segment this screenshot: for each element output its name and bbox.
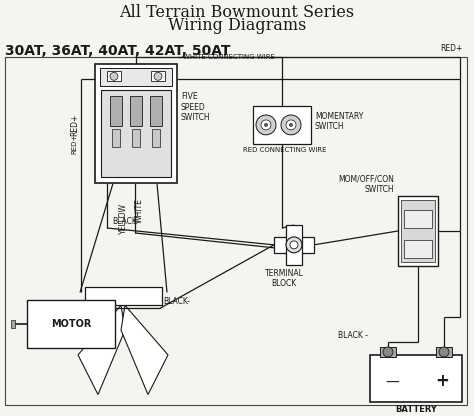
Text: BLACK -: BLACK - bbox=[338, 331, 368, 340]
Bar bbox=[436, 347, 452, 357]
Bar bbox=[150, 96, 162, 126]
Bar bbox=[107, 72, 121, 81]
Circle shape bbox=[439, 347, 449, 357]
Bar bbox=[151, 72, 165, 81]
Bar bbox=[11, 320, 15, 328]
Text: Wiring Diagrams: Wiring Diagrams bbox=[168, 17, 306, 34]
Text: FIVE
SPEED
SWITCH: FIVE SPEED SWITCH bbox=[181, 92, 210, 122]
Bar bbox=[100, 68, 172, 86]
Text: RED+: RED+ bbox=[440, 44, 462, 52]
Bar bbox=[404, 240, 432, 258]
Text: WHITE CONNECTING WIRE: WHITE CONNECTING WIRE bbox=[183, 54, 275, 60]
Bar bbox=[27, 300, 115, 348]
Text: TERMINAL
BLOCK: TERMINAL BLOCK bbox=[264, 269, 303, 288]
Bar bbox=[5, 57, 467, 406]
Bar bbox=[274, 237, 314, 253]
Circle shape bbox=[261, 120, 271, 130]
Text: RED+: RED+ bbox=[71, 134, 77, 154]
Circle shape bbox=[154, 72, 162, 80]
Circle shape bbox=[110, 72, 118, 80]
Text: MOMENTARY
SWITCH: MOMENTARY SWITCH bbox=[315, 112, 364, 131]
Text: +: + bbox=[435, 371, 449, 390]
Text: MOM/OFF/CON
SWITCH: MOM/OFF/CON SWITCH bbox=[338, 175, 394, 194]
Bar bbox=[404, 210, 432, 228]
Bar bbox=[286, 225, 302, 265]
Text: RED CONNECTING WIRE: RED CONNECTING WIRE bbox=[243, 147, 327, 153]
Bar bbox=[101, 90, 171, 178]
Bar bbox=[95, 64, 177, 183]
Circle shape bbox=[286, 237, 302, 253]
Text: 30AT, 36AT, 40AT, 42AT, 50AT: 30AT, 36AT, 40AT, 42AT, 50AT bbox=[5, 44, 230, 58]
Text: WHITE: WHITE bbox=[135, 198, 144, 223]
Circle shape bbox=[383, 347, 393, 357]
Text: MOTOR: MOTOR bbox=[51, 319, 91, 329]
Bar bbox=[370, 355, 462, 402]
Bar bbox=[110, 96, 122, 126]
Text: BLACK-: BLACK- bbox=[112, 217, 139, 226]
Bar bbox=[253, 106, 311, 144]
Circle shape bbox=[289, 123, 293, 127]
Bar bbox=[398, 196, 438, 266]
Bar bbox=[380, 347, 396, 357]
Circle shape bbox=[290, 241, 298, 249]
Bar bbox=[401, 200, 435, 262]
Circle shape bbox=[281, 115, 301, 135]
Text: YELLOW: YELLOW bbox=[119, 203, 128, 234]
Text: —: — bbox=[385, 376, 399, 390]
Circle shape bbox=[286, 120, 296, 130]
Polygon shape bbox=[121, 305, 168, 394]
Circle shape bbox=[256, 115, 276, 135]
Polygon shape bbox=[78, 305, 125, 394]
Text: RED+: RED+ bbox=[70, 114, 79, 136]
Bar bbox=[152, 129, 160, 147]
Bar bbox=[132, 129, 140, 147]
Text: BATTERY: BATTERY bbox=[395, 406, 437, 414]
Text: All Terrain Bowmount Series: All Terrain Bowmount Series bbox=[119, 4, 355, 21]
Text: BLACK-: BLACK- bbox=[163, 297, 190, 306]
Bar bbox=[112, 129, 120, 147]
Bar bbox=[130, 96, 142, 126]
Bar bbox=[85, 287, 162, 305]
Circle shape bbox=[264, 123, 268, 127]
